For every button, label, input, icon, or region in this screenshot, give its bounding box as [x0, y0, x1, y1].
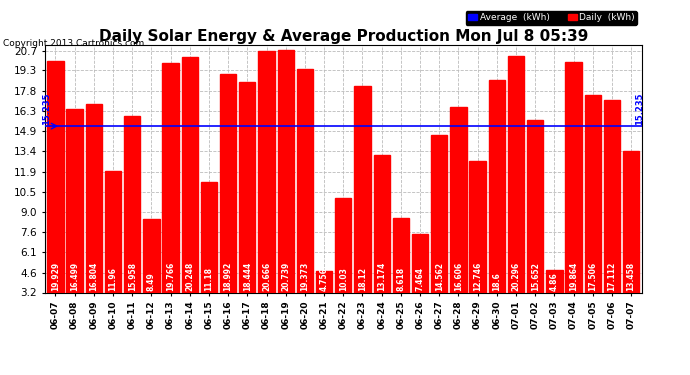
Bar — [124, 116, 140, 292]
Text: Copyright 2013 Cartronics.com: Copyright 2013 Cartronics.com — [3, 39, 145, 48]
Text: 18.992: 18.992 — [224, 262, 233, 291]
Bar — [335, 198, 351, 292]
Text: 4.756: 4.756 — [319, 267, 328, 291]
Text: 13.174: 13.174 — [377, 262, 386, 291]
Bar — [258, 51, 275, 292]
Text: 8.618: 8.618 — [396, 267, 405, 291]
Text: 20.739: 20.739 — [282, 262, 290, 291]
Bar — [181, 57, 198, 292]
Text: 17.506: 17.506 — [589, 262, 598, 291]
Bar — [584, 95, 601, 292]
Bar — [220, 74, 236, 292]
Text: 11.18: 11.18 — [204, 267, 213, 291]
Bar — [47, 61, 63, 292]
Text: 16.804: 16.804 — [89, 262, 98, 291]
Bar — [469, 160, 486, 292]
Text: 17.112: 17.112 — [607, 262, 616, 291]
Text: 14.562: 14.562 — [435, 262, 444, 291]
Title: Daily Solar Energy & Average Production Mon Jul 8 05:39: Daily Solar Energy & Average Production … — [99, 29, 588, 44]
Text: 20.666: 20.666 — [262, 262, 271, 291]
Text: 8.49: 8.49 — [147, 272, 156, 291]
Text: 13.458: 13.458 — [627, 262, 635, 291]
Text: 10.03: 10.03 — [339, 267, 348, 291]
Bar — [546, 270, 562, 292]
Text: 19.766: 19.766 — [166, 262, 175, 291]
Text: 20.248: 20.248 — [185, 262, 195, 291]
Text: 12.746: 12.746 — [473, 262, 482, 291]
Text: 18.444: 18.444 — [243, 262, 252, 291]
Bar — [86, 104, 102, 292]
Bar — [565, 62, 582, 292]
Text: 19.929: 19.929 — [51, 262, 60, 291]
Text: 20.296: 20.296 — [511, 262, 520, 291]
Bar — [527, 120, 543, 292]
Bar — [451, 107, 466, 292]
Legend: Average  (kWh), Daily  (kWh): Average (kWh), Daily (kWh) — [466, 11, 637, 25]
Text: 16.499: 16.499 — [70, 262, 79, 291]
Text: 19.373: 19.373 — [300, 262, 309, 291]
Bar — [201, 182, 217, 292]
Bar — [508, 56, 524, 292]
Bar — [239, 82, 255, 292]
Text: 18.6: 18.6 — [492, 272, 502, 291]
Text: 15.652: 15.652 — [531, 262, 540, 291]
Bar — [412, 234, 428, 292]
Bar — [66, 109, 83, 292]
Bar — [297, 69, 313, 292]
Text: 4.86: 4.86 — [550, 272, 559, 291]
Text: 11.96: 11.96 — [108, 267, 117, 291]
Bar — [393, 217, 409, 292]
Text: 18.12: 18.12 — [358, 267, 367, 291]
Bar — [489, 80, 505, 292]
Text: 15.235: 15.235 — [635, 92, 644, 125]
Bar — [354, 86, 371, 292]
Bar — [162, 63, 179, 292]
Bar — [277, 50, 294, 292]
Text: 19.864: 19.864 — [569, 262, 578, 291]
Text: 16.606: 16.606 — [454, 262, 463, 291]
Bar — [623, 151, 640, 292]
Bar — [105, 171, 121, 292]
Bar — [431, 135, 447, 292]
Bar — [373, 154, 390, 292]
Bar — [144, 219, 159, 292]
Bar — [316, 271, 333, 292]
Text: 15.235: 15.235 — [42, 92, 51, 125]
Text: 7.464: 7.464 — [415, 267, 424, 291]
Bar — [604, 100, 620, 292]
Text: 15.958: 15.958 — [128, 262, 137, 291]
